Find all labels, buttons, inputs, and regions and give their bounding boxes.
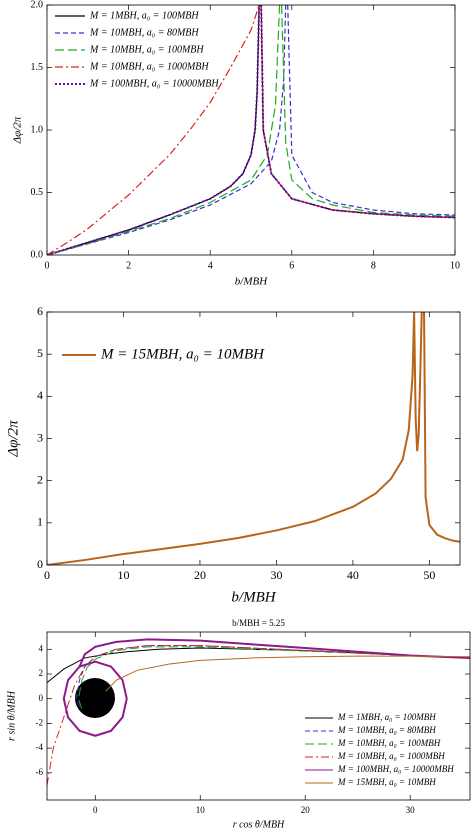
series-line — [47, 5, 260, 255]
y-tick-label: 0.0 — [31, 249, 44, 260]
black-hole — [75, 678, 115, 718]
x-tick-label: 0 — [45, 260, 50, 271]
legend-label: M = 100MBH, a₀ = 10000MBH — [337, 764, 454, 774]
legend-label: M = 15MBH, a₀ = 10MBH — [337, 777, 436, 787]
legend-label: M = 1MBH, a₀ = 100MBH — [89, 10, 199, 21]
x-tick-label: 40 — [347, 568, 359, 582]
y-tick-label: -2 — [36, 717, 44, 727]
x-tick-label: 50 — [423, 568, 435, 582]
legend-label: M = 10MBH, a₀ = 80MBH — [89, 27, 199, 38]
x-tick-label: 20 — [301, 805, 311, 815]
y-tick-label: 3 — [37, 430, 43, 444]
y-axis-label: Δφ/2π — [5, 420, 21, 458]
series-line — [260, 5, 455, 219]
x-tick-label: 10 — [117, 568, 129, 582]
series-line — [47, 5, 261, 255]
y-tick-label: 0 — [39, 693, 44, 703]
x-axis-label: r cos θ/MBH — [233, 819, 285, 830]
x-tick-label: 0 — [93, 805, 98, 815]
series-line — [423, 312, 460, 543]
series-line — [47, 5, 281, 255]
series-line — [47, 312, 423, 565]
y-tick-label: -4 — [36, 742, 44, 752]
x-tick-label: 8 — [371, 260, 376, 271]
x-axis-label: b/MBH — [235, 276, 268, 288]
x-tick-label: 30 — [406, 805, 416, 815]
series-line — [47, 5, 287, 255]
y-tick-label: 2.0 — [31, 0, 44, 10]
y-tick-label: 0.5 — [31, 187, 44, 198]
legend-label: M = 10MBH, a₀ = 100MBH — [337, 738, 441, 748]
plot-frame — [46, 311, 461, 566]
legend-label: M = 10MBH, a₀ = 80MBH — [337, 725, 436, 735]
x-axis-label: b/MBH — [231, 589, 276, 605]
legend-label: M = 10MBH, a₀ = 100MBH — [89, 44, 204, 55]
series-line — [47, 645, 470, 786]
x-tick-label: 10 — [450, 260, 460, 271]
chart-title: b/MBH = 5.25 — [232, 618, 285, 628]
y-tick-label: -6 — [36, 767, 44, 777]
series-line — [62, 660, 128, 737]
legend-label: M = 1MBH, a₀ = 100MBH — [337, 712, 436, 722]
y-tick-label: 4 — [37, 388, 43, 402]
y-tick-label: 1.0 — [31, 124, 44, 135]
series-line — [281, 5, 455, 217]
legend-label: M = 15MBH, a₀ = 10MBH — [100, 346, 265, 362]
y-tick-label: 5 — [37, 346, 43, 360]
x-tick-label: 20 — [194, 568, 206, 582]
series-line — [75, 645, 470, 707]
y-tick-label: 1.5 — [31, 62, 44, 73]
series-line — [78, 638, 470, 667]
x-tick-label: 6 — [289, 260, 294, 271]
x-tick-label: 0 — [44, 568, 50, 582]
y-tick-label: 2 — [39, 668, 44, 678]
x-tick-label: 10 — [196, 805, 206, 815]
x-tick-label: 4 — [208, 260, 213, 271]
legend-label: M = 10MBH, a₀ = 1000MBH — [89, 61, 209, 72]
x-tick-label: 30 — [270, 568, 282, 582]
y-axis-label: r sin θ/MBH — [6, 690, 17, 741]
plot-frame — [46, 631, 471, 801]
legend-label: M = 100MBH, a₀ = 10000MBH — [89, 78, 219, 89]
series-line — [287, 5, 455, 216]
y-axis-label: Δφ/2π — [12, 116, 24, 144]
legend-label: M = 10MBH, a₀ = 1000MBH — [337, 751, 445, 761]
y-tick-label: 4 — [39, 643, 44, 653]
x-tick-label: 2 — [126, 260, 131, 271]
y-tick-label: 0 — [37, 557, 43, 571]
plot-frame — [46, 4, 456, 256]
y-tick-label: 1 — [37, 515, 43, 529]
series-line — [105, 655, 470, 692]
y-tick-label: 2 — [37, 472, 43, 486]
series-line — [47, 5, 260, 255]
y-tick-label: 6 — [37, 304, 43, 318]
